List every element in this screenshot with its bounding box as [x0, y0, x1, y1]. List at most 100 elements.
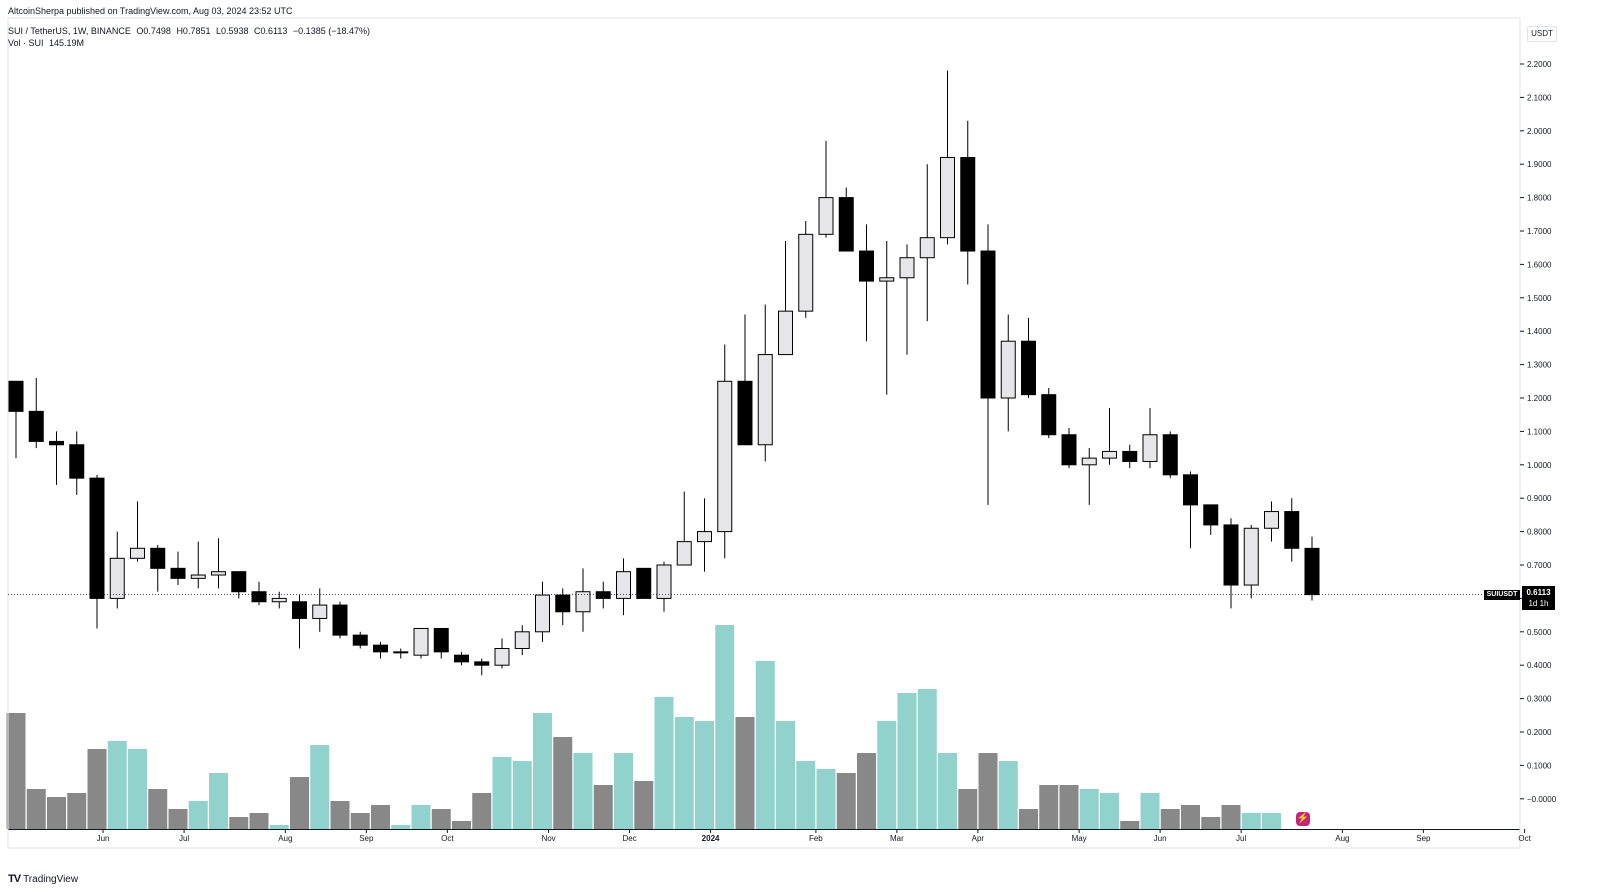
tradingview-brand[interactable]: TV TradingView: [8, 873, 78, 885]
candle: [170, 551, 186, 586]
lightning-bolt-icon[interactable]: ⚡: [1296, 812, 1310, 826]
ohlc-open: O0.7498: [136, 26, 171, 36]
volume-bar: [168, 809, 188, 829]
x-tick-label: May: [1072, 834, 1087, 843]
candle: [130, 501, 145, 562]
candle-body: [798, 233, 814, 312]
y-tick-label: 2.0000: [1527, 127, 1552, 136]
volume-bar: [67, 793, 87, 829]
candle: [575, 568, 591, 632]
candle-body: [373, 644, 388, 653]
volume-bar: [1221, 805, 1241, 829]
candle: [1284, 498, 1300, 562]
candle-body: [818, 197, 834, 235]
candle: [332, 601, 348, 639]
y-tick-label: 1.6000: [1527, 260, 1552, 269]
candle: [494, 638, 510, 669]
volume-bar: [1079, 789, 1099, 829]
candle-body: [717, 380, 733, 533]
y-tick-label: 2.2000: [1527, 60, 1552, 69]
candle: [474, 658, 490, 676]
volume-bar: [209, 773, 228, 829]
candle-body: [1021, 340, 1036, 396]
candle: [737, 314, 753, 446]
volume-bar: [755, 661, 775, 829]
volume-bar: [857, 753, 876, 829]
candle-body: [1162, 434, 1178, 476]
candle-body: [838, 197, 854, 252]
candle-body: [616, 571, 631, 599]
candle: [1223, 518, 1239, 609]
volume-bar: [1120, 821, 1140, 829]
candle-body: [352, 634, 368, 646]
y-tick-label: 0.1000: [1527, 761, 1552, 770]
candle-body: [919, 237, 935, 259]
brand-name: TradingView: [23, 873, 79, 885]
candle-body: [575, 591, 591, 613]
volume-bar: [877, 721, 897, 829]
y-tick-label: 0.8000: [1527, 528, 1552, 537]
candle-body: [1243, 527, 1259, 586]
candle: [818, 140, 834, 238]
candle-body: [1061, 434, 1077, 466]
ohlc-change: −0.1385 (−18.47%): [292, 26, 370, 36]
candle-body: [454, 654, 469, 663]
tradingview-logo-icon: TV: [8, 873, 21, 885]
candle: [1243, 524, 1259, 599]
candle: [838, 187, 854, 252]
currency-button[interactable]: USDT: [1527, 26, 1557, 42]
candle-body: [1122, 450, 1138, 462]
candle: [49, 431, 64, 485]
x-tick-label: Feb: [809, 834, 823, 843]
chart-frame: [7, 17, 1521, 849]
candle: [1203, 504, 1219, 535]
candle: [1000, 314, 1016, 432]
candle: [1304, 536, 1320, 601]
volume-label[interactable]: Vol · SUI: [8, 38, 44, 48]
x-tick-label: Jul: [179, 834, 189, 843]
volume-bar: [452, 821, 471, 829]
candle-body: [960, 157, 976, 252]
candle-body: [109, 557, 125, 599]
candle: [251, 581, 267, 606]
candle: [1021, 317, 1036, 398]
candle: [271, 591, 287, 609]
y-tick-label: 1.3000: [1527, 361, 1552, 370]
candle-body: [312, 604, 328, 619]
y-tick-label: 1.5000: [1527, 294, 1552, 303]
volume-layer: [6, 625, 1281, 829]
candle-body: [1102, 450, 1117, 459]
x-tick-label: Mar: [890, 834, 904, 843]
volume-bar: [249, 813, 269, 829]
volume-bar: [1140, 793, 1160, 829]
x-tick-label: Sep: [359, 834, 374, 843]
candle: [980, 224, 996, 505]
candle: [28, 377, 44, 449]
volume-bar: [1100, 793, 1119, 829]
volume-bar: [47, 797, 66, 829]
volume-legend: Vol · SUI 145.19M: [8, 38, 87, 48]
volume-bar: [654, 697, 674, 829]
candle-body: [859, 250, 874, 282]
candle-body: [778, 310, 793, 356]
y-tick-label: 0.4000: [1527, 661, 1552, 670]
candle: [697, 498, 712, 572]
volume-bar: [695, 721, 714, 829]
bar-countdown: 1d 1h: [1528, 599, 1549, 608]
symbol-legend: SUI / TetherUS, 1W, BINANCE O0.7498 H0.7…: [8, 26, 373, 36]
candle: [89, 474, 105, 629]
candle: [1162, 431, 1178, 479]
volume-bar: [350, 813, 370, 829]
y-tick-label: 0.2000: [1527, 728, 1552, 737]
candle-body: [1223, 524, 1239, 586]
candle: [109, 531, 125, 609]
candle: [1264, 501, 1279, 542]
volume-bar: [836, 773, 856, 829]
volume-bar: [796, 761, 816, 829]
candle-body: [656, 564, 672, 599]
x-tick-label: Jun: [1154, 834, 1167, 843]
y-tick-label: 0.7000: [1527, 561, 1552, 570]
volume-bar: [431, 809, 451, 829]
symbol-title[interactable]: SUI / TetherUS, 1W, BINANCE: [8, 26, 131, 36]
